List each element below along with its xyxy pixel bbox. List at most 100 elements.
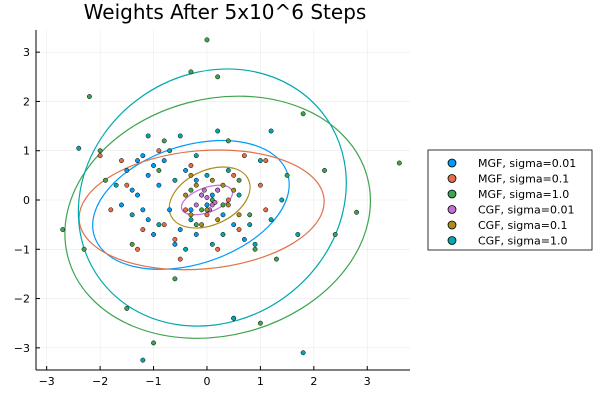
point-mgf-sigma-1-0 (199, 207, 205, 213)
legend-label: CGF, sigma=0.01 (478, 204, 574, 217)
point-cgf-sigma-0-01 (215, 187, 221, 193)
point-mgf-sigma-1-0 (193, 222, 199, 228)
ellipse-mgf-sigma-1-0 (64, 95, 372, 339)
point-cgf-sigma-1-0 (268, 217, 274, 223)
legend-label: MGF, sigma=1.0 (478, 188, 569, 201)
y-tick-label: −2 (14, 293, 30, 306)
legend-label: CGF, sigma=0.1 (478, 219, 567, 232)
point-cgf-sigma-0-1 (209, 177, 215, 183)
point-cgf-sigma-1-0 (231, 315, 237, 321)
point-cgf-sigma-1-0 (183, 246, 189, 252)
chart-title: Weights After 5x10^6 Steps (84, 0, 367, 24)
point-cgf-sigma-1-0 (129, 212, 135, 218)
point-cgf-sigma-1-0 (279, 197, 285, 203)
legend-marker (447, 205, 457, 214)
legend-marker (447, 220, 457, 230)
point-mgf-sigma-0-01 (129, 187, 135, 193)
point-cgf-sigma-1-0 (177, 133, 183, 139)
point-cgf-sigma-0-1 (220, 182, 226, 188)
point-mgf-sigma-0-1 (204, 212, 210, 218)
point-mgf-sigma-0-01 (193, 232, 199, 237)
point-cgf-sigma-1-0 (257, 158, 263, 164)
point-mgf-sigma-1-0 (124, 305, 130, 311)
legend: MGF, sigma=0.01 MGF, sigma=0.1 MGF, sigma=… (427, 149, 593, 251)
point-mgf-sigma-1-0 (273, 256, 279, 262)
point-mgf-sigma-1-0 (129, 241, 135, 247)
point-mgf-sigma-0-01 (151, 163, 156, 168)
y-tick-label: 2 (23, 95, 30, 108)
point-mgf-sigma-1-0 (172, 276, 178, 282)
point-mgf-sigma-0-01 (193, 177, 199, 183)
point-cgf-sigma-1-0 (156, 222, 162, 228)
point-mgf-sigma-0-1 (225, 197, 231, 203)
point-mgf-sigma-0-1 (231, 172, 237, 178)
point-mgf-sigma-0-01 (135, 158, 140, 164)
point-mgf-sigma-0-1 (140, 227, 146, 233)
point-mgf-sigma-1-0 (215, 74, 221, 80)
point-cgf-sigma-0-1 (225, 202, 231, 208)
point-mgf-sigma-1-0 (81, 246, 87, 252)
point-cgf-sigma-0-1 (193, 182, 199, 188)
legend-marker (447, 158, 457, 168)
point-cgf-sigma-1-0 (76, 145, 82, 151)
point-cgf-sigma-0-1 (204, 207, 210, 213)
point-cgf-sigma-0-1 (183, 192, 189, 198)
point-cgf-sigma-1-0 (268, 128, 274, 134)
point-mgf-sigma-0-01 (204, 202, 210, 208)
point-mgf-sigma-1-0 (161, 138, 167, 144)
point-cgf-sigma-0-1 (188, 172, 194, 178)
point-mgf-sigma-0-1 (236, 227, 242, 233)
point-cgf-sigma-1-0 (113, 182, 119, 188)
point-mgf-sigma-0-01 (183, 167, 189, 173)
point-mgf-sigma-1-0 (60, 227, 66, 233)
legend-marker (447, 236, 457, 245)
point-cgf-sigma-1-0 (145, 133, 151, 139)
point-cgf-sigma-1-0 (300, 350, 306, 356)
point-mgf-sigma-0-01 (151, 232, 156, 237)
point-cgf-sigma-1-0 (193, 153, 199, 159)
point-cgf-sigma-1-0 (215, 128, 221, 134)
point-mgf-sigma-1-0 (257, 320, 263, 326)
x-tick-label: −3 (39, 375, 55, 388)
point-mgf-sigma-1-0 (322, 167, 327, 173)
point-cgf-sigma-0-1 (236, 212, 242, 218)
point-cgf-sigma-1-0 (209, 241, 215, 247)
point-mgf-sigma-0-1 (108, 207, 114, 213)
point-mgf-sigma-0-01 (177, 227, 183, 233)
x-tick-label: −1 (145, 375, 161, 388)
point-mgf-sigma-1-0 (156, 167, 162, 173)
point-mgf-sigma-0-1 (241, 153, 247, 159)
point-mgf-sigma-0-01 (140, 153, 146, 159)
legend-label: CGF, sigma=1.0 (478, 235, 567, 248)
point-mgf-sigma-1-0 (332, 232, 338, 237)
data-points (60, 37, 402, 363)
point-mgf-sigma-0-01 (167, 207, 173, 213)
point-mgf-sigma-1-0 (396, 160, 402, 166)
legend-marker (447, 189, 457, 199)
point-cgf-sigma-1-0 (295, 232, 301, 237)
point-mgf-sigma-1-0 (300, 111, 306, 117)
point-mgf-sigma-1-0 (247, 212, 253, 218)
point-mgf-sigma-0-1 (177, 256, 183, 262)
point-mgf-sigma-1-0 (204, 37, 210, 43)
point-cgf-sigma-1-0 (172, 177, 178, 183)
point-mgf-sigma-0-01 (124, 167, 130, 173)
ellipse-cgf-sigma-0-1 (168, 166, 251, 229)
y-tick-label: 3 (23, 46, 30, 59)
point-mgf-sigma-0-1 (257, 182, 263, 188)
point-mgf-sigma-0-1 (263, 158, 269, 164)
point-cgf-sigma-1-0 (225, 167, 231, 173)
y-tick-label: −1 (14, 243, 30, 256)
point-cgf-sigma-0-1 (231, 187, 237, 193)
point-cgf-sigma-0-01 (199, 192, 205, 198)
point-mgf-sigma-0-1 (156, 148, 162, 154)
point-mgf-sigma-1-0 (188, 187, 194, 193)
point-cgf-sigma-1-0 (252, 241, 258, 247)
point-mgf-sigma-1-0 (86, 94, 92, 99)
ellipse-cgf-sigma-1-0 (77, 68, 347, 327)
x-tick-label: 3 (364, 375, 371, 388)
grid (36, 30, 410, 370)
point-cgf-sigma-1-0 (247, 222, 253, 228)
x-tick-label: 1 (257, 375, 264, 388)
